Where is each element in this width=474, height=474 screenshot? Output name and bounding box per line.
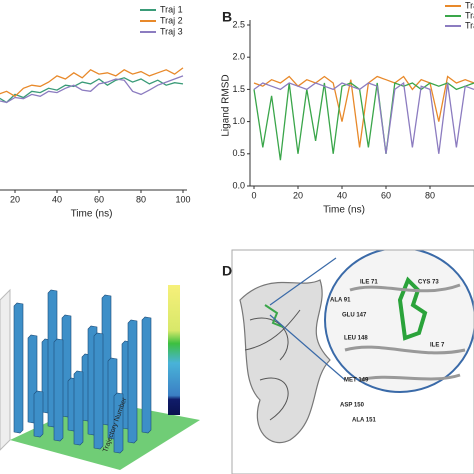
x-axis-label: Time (ns) — [323, 205, 365, 216]
bar — [127, 319, 138, 444]
y-tick-label: 2.0 — [232, 52, 245, 62]
series-line — [0, 75, 184, 104]
x-tick-label: 60 — [381, 190, 391, 200]
y-tick-label: 0.0 — [232, 180, 245, 190]
residue-label: GLU 147 — [342, 313, 367, 319]
x-tick-label: 20 — [10, 194, 20, 204]
bar — [93, 332, 104, 450]
legend-label: Traj 3 — [160, 26, 183, 36]
series-line — [253, 81, 474, 154]
residue-label: ILE 71 — [360, 280, 378, 286]
bar — [73, 370, 84, 446]
series-line — [253, 82, 474, 161]
legend-label: Traj 2 — [160, 15, 183, 25]
legend-label: Traj 3 — [465, 20, 474, 30]
series-line — [0, 77, 184, 104]
legend-label: Traj 1 — [465, 10, 474, 20]
bar — [113, 392, 124, 454]
x-tick-label: 40 — [337, 190, 347, 200]
legend-label: Traj 2 — [465, 0, 474, 10]
bar — [33, 390, 44, 438]
x-tick-label: 100 — [175, 194, 190, 204]
residue-label: ALA 151 — [352, 418, 376, 424]
residue-label: ILE 7 — [430, 343, 445, 349]
x-tick-label: 40 — [52, 194, 62, 204]
y-tick-label: 1.0 — [232, 116, 245, 126]
bar — [141, 316, 152, 434]
x-tick-label: 20 — [293, 190, 303, 200]
x-tick-label: 60 — [94, 194, 104, 204]
panel-wall — [0, 288, 11, 451]
floor-plane — [10, 400, 200, 470]
x-axis-label: Time (ns) — [71, 209, 113, 220]
residue-label: LEU 148 — [344, 336, 368, 342]
x-tick-label: 80 — [425, 190, 435, 200]
y-axis-label: Ligand RMSD — [221, 74, 232, 136]
residue-label: ALA 91 — [330, 298, 351, 304]
x-tick-label: 0 — [251, 190, 256, 200]
bar — [13, 302, 24, 434]
residue-label: ASP 150 — [340, 403, 365, 409]
residue-label: CYS 73 — [418, 280, 439, 286]
y-tick-label: 0.5 — [232, 148, 245, 158]
bar — [53, 338, 64, 442]
y-tick-label: 2.5 — [232, 19, 245, 29]
color-bar — [168, 285, 180, 415]
y-tick-label: 1.5 — [232, 84, 245, 94]
x-tick-label: 80 — [136, 194, 146, 204]
panel-label: D — [222, 263, 232, 279]
series-line — [0, 67, 184, 98]
legend-label: Traj 1 — [160, 4, 183, 14]
panel-frame — [231, 249, 474, 474]
panel-label: B — [222, 9, 232, 25]
residue-label: MET 149 — [344, 378, 369, 384]
protein-image — [232, 250, 474, 474]
